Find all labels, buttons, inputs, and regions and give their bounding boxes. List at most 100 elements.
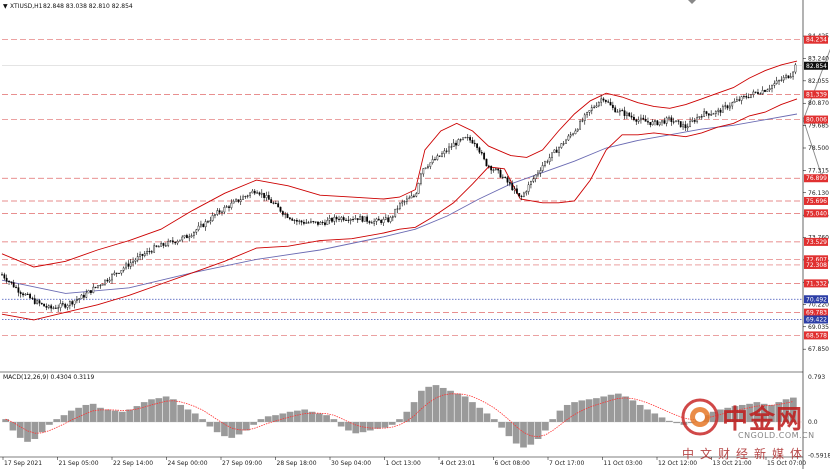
macd-bar bbox=[469, 402, 476, 422]
candle-body bbox=[480, 152, 483, 154]
candle-body bbox=[87, 290, 90, 294]
candle-body bbox=[663, 120, 666, 124]
candle-body bbox=[391, 216, 394, 218]
candle-body bbox=[408, 197, 411, 200]
y-tick-label: 76.130 bbox=[808, 190, 829, 197]
macd-bar bbox=[366, 421, 374, 431]
macd-bar bbox=[644, 409, 651, 422]
chart-shift-marker[interactable] bbox=[688, 0, 696, 4]
price-level-badge bbox=[804, 174, 828, 183]
x-tick-label: 1 Oct 13:00 bbox=[386, 460, 421, 467]
macd-bar bbox=[600, 396, 608, 422]
macd-bar bbox=[505, 421, 513, 437]
candle-body bbox=[136, 256, 139, 261]
candle-body bbox=[476, 143, 479, 148]
projection-arrow[interactable] bbox=[802, 119, 823, 179]
candle-body bbox=[122, 267, 125, 271]
candle-body bbox=[26, 293, 29, 295]
candle-body bbox=[422, 168, 425, 175]
macd-bar bbox=[790, 397, 797, 422]
candle-body bbox=[427, 166, 429, 169]
price-level-label: 81.339 bbox=[806, 91, 827, 98]
watermark-domain: CNGOLD.COM.CN bbox=[738, 431, 815, 440]
candle-body bbox=[370, 222, 373, 224]
candle-body bbox=[15, 286, 17, 288]
candle-body bbox=[129, 262, 132, 267]
candle-body bbox=[773, 83, 776, 86]
candle-body bbox=[366, 216, 369, 222]
moving-average-line bbox=[1, 113, 798, 294]
candle-body bbox=[157, 246, 160, 248]
candle-body bbox=[223, 207, 226, 213]
candle-body bbox=[602, 98, 605, 101]
candle-body bbox=[527, 184, 530, 192]
candle-body bbox=[670, 117, 673, 122]
candle-body bbox=[5, 277, 8, 282]
price-level-label: 72.607 bbox=[806, 256, 827, 263]
candle-body bbox=[85, 292, 88, 298]
candle-body bbox=[181, 236, 184, 241]
candle-body bbox=[569, 134, 572, 137]
x-tick-label: 30 Sep 04:00 bbox=[331, 460, 371, 467]
candle-body bbox=[115, 272, 118, 274]
macd-bar bbox=[476, 407, 484, 422]
candle-body bbox=[625, 112, 628, 116]
candle-body bbox=[52, 307, 55, 309]
candle-body bbox=[441, 153, 443, 157]
candle-body bbox=[258, 192, 261, 195]
candle-body bbox=[328, 218, 331, 221]
x-tick-label: 4 Oct 23:01 bbox=[440, 460, 475, 467]
candle-body bbox=[614, 107, 617, 113]
candle-body bbox=[312, 221, 315, 223]
candle-body bbox=[167, 240, 170, 246]
candle-body bbox=[743, 96, 745, 98]
macd-bar bbox=[746, 403, 753, 422]
candle-body bbox=[794, 64, 797, 73]
price-level-label: 80.006 bbox=[806, 117, 827, 124]
candle-body bbox=[487, 165, 490, 167]
price-level-badge bbox=[804, 315, 828, 324]
candle-body bbox=[80, 294, 83, 299]
candle-body bbox=[410, 195, 413, 199]
candle-body bbox=[719, 109, 722, 113]
macd-bar bbox=[607, 394, 615, 422]
candle-body bbox=[707, 113, 710, 116]
candle-body bbox=[169, 240, 172, 242]
candle-body bbox=[647, 121, 649, 123]
y-tick-label: 82.055 bbox=[808, 78, 829, 85]
macd-bar bbox=[279, 413, 287, 422]
candle-body bbox=[511, 183, 514, 191]
candle-body bbox=[368, 221, 371, 223]
macd-bar bbox=[673, 421, 681, 424]
candle-body bbox=[600, 98, 603, 103]
candle-body bbox=[401, 201, 404, 204]
macd-bar bbox=[731, 406, 739, 422]
candle-body bbox=[689, 121, 691, 127]
candle-body bbox=[288, 217, 291, 220]
candle-body bbox=[211, 215, 214, 221]
candle-body bbox=[548, 157, 551, 162]
x-tick-label: 15 Oct 07:00 bbox=[767, 460, 806, 467]
candle-body bbox=[293, 220, 296, 222]
macd-bar bbox=[461, 396, 469, 422]
candle-body bbox=[338, 218, 340, 220]
macd-bar bbox=[315, 413, 323, 422]
candle-body bbox=[635, 119, 638, 122]
candle-body bbox=[508, 182, 511, 184]
macd-bar bbox=[206, 421, 214, 427]
window-menu-icon[interactable]: ▼ bbox=[3, 3, 8, 10]
candle-body bbox=[499, 169, 502, 178]
candle-body bbox=[83, 294, 85, 298]
candle-body bbox=[764, 90, 766, 92]
candle-body bbox=[321, 222, 324, 224]
macd-bar bbox=[571, 402, 578, 422]
price-level-label: 69.422 bbox=[806, 316, 827, 323]
candle-body bbox=[162, 243, 165, 246]
macd-y-tick-label: -0.5918 bbox=[808, 453, 830, 460]
candle-body bbox=[726, 105, 729, 109]
candle-body bbox=[686, 126, 689, 129]
candle-body bbox=[94, 286, 97, 288]
candle-body bbox=[389, 217, 392, 222]
candle-body bbox=[73, 300, 76, 305]
